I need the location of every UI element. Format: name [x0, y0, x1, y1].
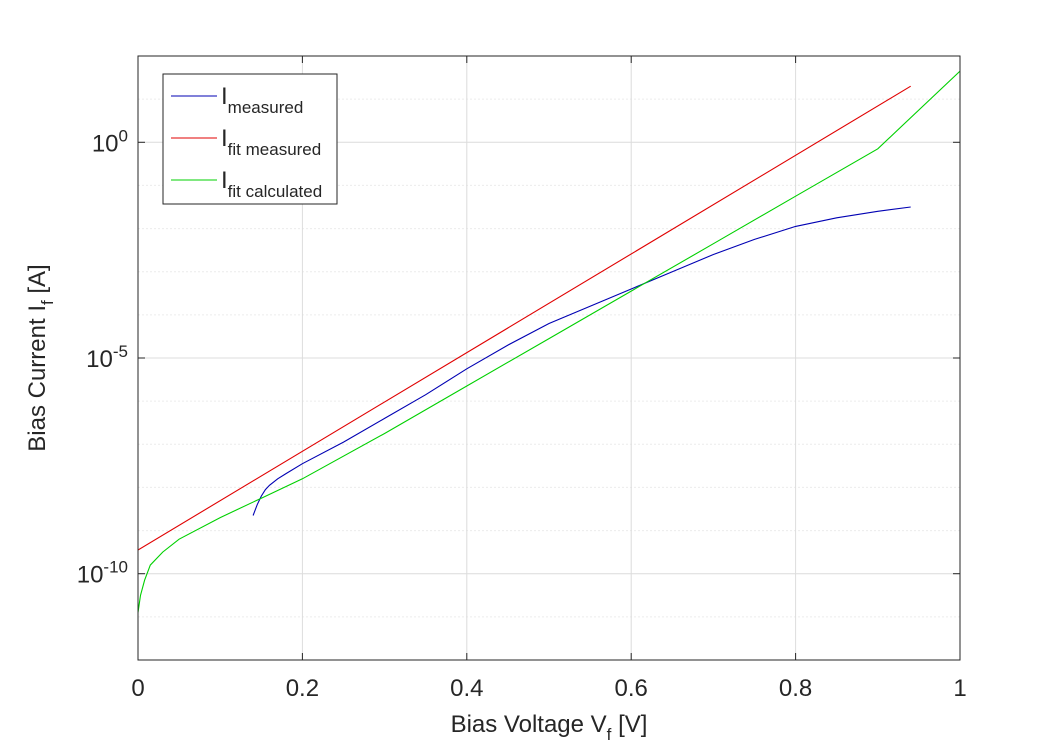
- x-tick-label: 0.2: [286, 675, 319, 702]
- legend-entry: Ifit calculated: [221, 167, 322, 201]
- x-tick-label: 0.6: [615, 675, 648, 702]
- series-line-fit-calculated: [138, 70, 960, 613]
- x-tick-label: 1: [953, 675, 966, 702]
- axes: [137, 55, 961, 661]
- legend-entry: Ifit measured: [221, 125, 321, 159]
- plot-area: [138, 70, 960, 613]
- x-axis-label: Bias Voltage Vf [V]: [451, 711, 648, 744]
- y-tick-label: 10-5: [86, 342, 128, 373]
- series-line-measured: [252, 206, 911, 516]
- legend: Imeasured Ifit measured Ifit calculated: [162, 73, 338, 205]
- y-axis-label: Bias Current If [A]: [24, 264, 57, 451]
- x-tick-label: 0.4: [450, 675, 483, 702]
- series-line-fit-measured: [138, 85, 911, 551]
- y-tick-label: 100: [92, 126, 128, 157]
- x-tick-label: 0.8: [779, 675, 812, 702]
- axis-labels: 0 0.2 0.4 0.6 0.8 1 100 10-5 10-10 Bias Voltage V…: [24, 126, 967, 744]
- legend-entry: Imeasured: [221, 83, 303, 117]
- y-tick-label: 10-10: [77, 558, 128, 589]
- legend-box: [162, 73, 338, 205]
- x-tick-label: 0: [131, 675, 144, 702]
